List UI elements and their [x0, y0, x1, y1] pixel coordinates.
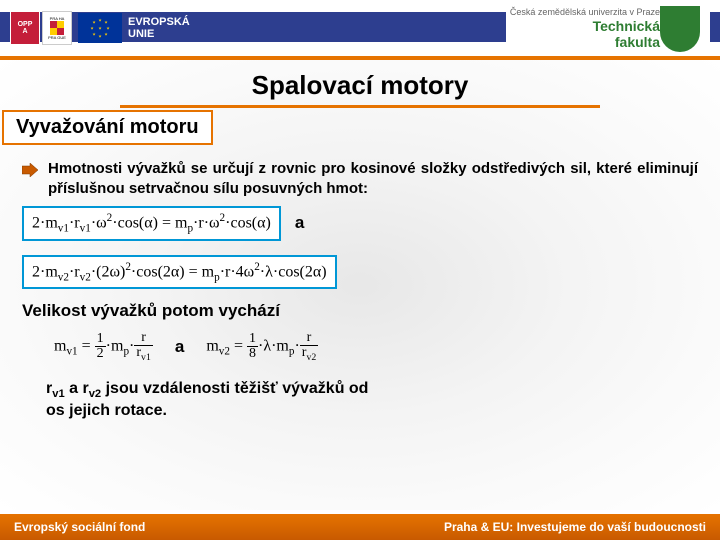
equation-2: 2·mv2·rv2·(2ω)2·cos(2α) = mp·r·4ω2·λ·cos…	[22, 255, 337, 290]
footer-right: Praha & EU: Investujeme do vaší budoucno…	[444, 520, 706, 534]
praha-logo: PRA HA PRA GUE	[42, 11, 72, 45]
oppa-logo: OPPA	[10, 11, 40, 45]
page-title: Spalovací motory	[120, 70, 600, 108]
conjunction-1: a	[295, 213, 304, 233]
paragraph-2: Velikost vývažků potom vychází	[22, 301, 698, 321]
equation-1: 2·mv1·rv1·ω2·cos(α) = mp·r·ω2·cos(α)	[22, 206, 281, 241]
equation-row-3: mv1 = 12·mp·rrv1 a mv2 = 18·λ·mp·rrv2	[46, 327, 698, 367]
czu-uni-name: Česká zemědělská univerzita v Praze	[510, 7, 660, 18]
bullet-item: Hmotnosti vývažků se určují z rovnic pro…	[22, 159, 698, 198]
czu-text: Česká zemědělská univerzita v Praze Tech…	[510, 7, 660, 51]
footer-left: Evropský sociální fond	[14, 520, 145, 534]
conjunction-2: a	[175, 337, 184, 357]
czu-faculty: Technickáfakulta	[510, 18, 660, 52]
equation-row-1: 2·mv1·rv1·ω2·cos(α) = mp·r·ω2·cos(α) a	[22, 206, 698, 241]
eu-label: EVROPSKÁUNIE	[128, 16, 190, 40]
equation-row-2: 2·mv2·rv2·(2ω)2·cos(2α) = mp·r·4ω2·λ·cos…	[22, 255, 698, 290]
equation-4: mv2 = 18·λ·mp·rrv2	[198, 327, 326, 367]
logo-group-right: Česká zemědělská univerzita v Praze Tech…	[506, 4, 710, 54]
czu-badge-icon	[660, 6, 700, 52]
bullet-text: Hmotnosti vývažků se určují z rovnic pro…	[48, 159, 698, 198]
arrow-right-icon	[22, 163, 38, 177]
footer: Evropský sociální fond Praha & EU: Inves…	[0, 514, 720, 540]
note-text: rv1 a rv2 jsou vzdálenosti těžišť vývažk…	[46, 379, 376, 423]
equation-3: mv1 = 12·mp·rrv1	[46, 327, 161, 367]
eu-flag-icon	[78, 13, 122, 43]
header: OPPA PRA HA PRA GUE EVROPSKÁUNIE Česká z…	[0, 0, 720, 60]
content-area: Hmotnosti vývažků se určují z rovnic pro…	[0, 145, 720, 422]
page-subtitle: Vyvažování motoru	[2, 110, 213, 145]
logo-group-left: OPPA PRA HA PRA GUE EVROPSKÁUNIE	[10, 11, 190, 45]
